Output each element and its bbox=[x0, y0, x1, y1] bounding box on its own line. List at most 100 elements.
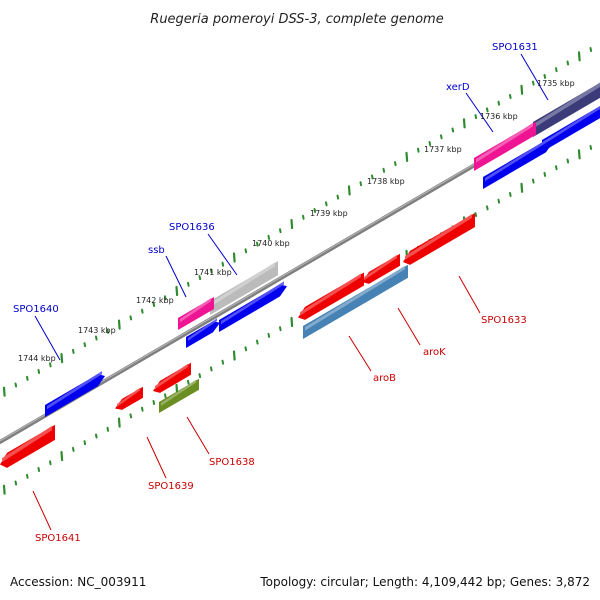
scale-label: 1736 kbp bbox=[480, 112, 518, 121]
scale-tick bbox=[117, 417, 121, 428]
scale-tick bbox=[428, 141, 432, 146]
scale-tick bbox=[210, 366, 213, 372]
scale-tick bbox=[577, 149, 581, 160]
scale-label: 1741 kbp bbox=[194, 268, 232, 277]
gene-spo1631-b[interactable] bbox=[483, 137, 553, 189]
gene-ssb[interactable] bbox=[178, 297, 214, 330]
label-leader-line bbox=[34, 315, 61, 361]
gene-label-spo1633[interactable]: SPO1633 bbox=[481, 315, 527, 326]
scale-tick bbox=[129, 413, 133, 419]
scale-tick bbox=[37, 369, 41, 374]
scale-tick bbox=[37, 467, 41, 472]
gene-spo1636-b[interactable] bbox=[219, 281, 287, 332]
scale-tick bbox=[509, 94, 512, 99]
scale-tick bbox=[474, 212, 478, 218]
gene-label-arok[interactable]: aroK bbox=[423, 347, 446, 358]
scale-tick bbox=[302, 214, 305, 220]
gene-xerd[interactable] bbox=[474, 121, 536, 171]
gene-arob[interactable] bbox=[298, 272, 364, 320]
gene-label-xerd[interactable]: xerD bbox=[446, 82, 470, 93]
gene-spo1641[interactable] bbox=[0, 424, 55, 468]
scale-tick bbox=[417, 147, 420, 153]
label-leader-line bbox=[397, 307, 421, 346]
scale-tick bbox=[14, 480, 18, 486]
scale-tick bbox=[267, 234, 271, 240]
scale-tick bbox=[486, 205, 489, 211]
scale-tick bbox=[359, 181, 363, 187]
scale-tick bbox=[49, 362, 52, 368]
scale-tick bbox=[520, 182, 524, 193]
scale-tick bbox=[164, 393, 167, 399]
scale-tick bbox=[72, 348, 75, 354]
scale-label: 1737 kbp bbox=[424, 145, 462, 154]
scale-tick bbox=[106, 426, 110, 432]
scale-labels: 1735 kbp 1736 kbp 1737 kbp 1738 kbp 1739… bbox=[18, 79, 575, 363]
scale-tick bbox=[589, 47, 593, 52]
gene-label-spo1640[interactable]: SPO1640 bbox=[13, 304, 59, 315]
scale-tick bbox=[152, 400, 156, 405]
scale-tick bbox=[129, 315, 133, 321]
scale-tick bbox=[279, 326, 282, 332]
scale-tick bbox=[141, 406, 144, 412]
scale-tick bbox=[497, 100, 501, 106]
scale-tick bbox=[14, 382, 18, 388]
gene-label-spo1638[interactable]: SPO1638 bbox=[209, 457, 255, 468]
scale-tick bbox=[2, 386, 6, 397]
label-leader-line bbox=[520, 53, 549, 101]
gene-spo1638[interactable] bbox=[153, 362, 191, 393]
gene-arok[interactable] bbox=[362, 253, 400, 284]
label-leader-line bbox=[146, 436, 167, 479]
scale-tick bbox=[232, 350, 236, 361]
scale-label: 1738 kbp bbox=[367, 177, 405, 186]
scale-tick bbox=[474, 114, 478, 120]
label-leader-line bbox=[348, 335, 372, 372]
gene-label-spo1631[interactable]: SPO1631 bbox=[492, 42, 538, 53]
scale-tick bbox=[26, 375, 29, 381]
gene-spo1636[interactable] bbox=[210, 261, 278, 315]
scale-tick bbox=[256, 241, 259, 247]
scale-tick bbox=[26, 473, 29, 479]
scale-tick bbox=[577, 51, 581, 62]
forward-gene-labels: SPO1631 xerD SPO1636 ssb SPO1640 bbox=[13, 42, 538, 315]
gene-spo1640[interactable] bbox=[45, 371, 105, 417]
scale-tick bbox=[509, 192, 512, 197]
scale-tick bbox=[520, 84, 524, 95]
scale-tick bbox=[187, 379, 190, 385]
scale-label: 1742 kbp bbox=[136, 296, 174, 305]
gene-label-spo1636[interactable]: SPO1636 bbox=[169, 222, 215, 233]
scale-tick bbox=[210, 268, 213, 274]
scale-label: 1739 kbp bbox=[310, 209, 348, 218]
gene-spo1633[interactable] bbox=[403, 213, 475, 265]
scale-tick bbox=[290, 316, 294, 328]
gene-spo1638-b[interactable] bbox=[159, 378, 199, 413]
scale-tick bbox=[117, 319, 121, 330]
scale-tick bbox=[325, 201, 328, 207]
gene-label-ssb[interactable]: ssb bbox=[148, 245, 165, 256]
gene-spo1631[interactable] bbox=[533, 75, 600, 137]
scale-tick bbox=[164, 295, 167, 301]
scale-tick bbox=[141, 308, 144, 314]
scale-tick bbox=[566, 60, 570, 66]
gene-label-spo1641[interactable]: SPO1641 bbox=[35, 533, 81, 544]
scale-tick bbox=[371, 174, 374, 180]
scale-tick bbox=[83, 440, 87, 446]
scale-tick bbox=[221, 359, 225, 365]
gene-ssb-b[interactable] bbox=[186, 318, 220, 348]
scale-tick bbox=[244, 248, 248, 254]
gene-xerd-leading[interactable] bbox=[542, 100, 600, 152]
gene-track bbox=[0, 75, 600, 468]
gene-label-arob[interactable]: aroB bbox=[373, 373, 396, 384]
scale-tick bbox=[95, 335, 98, 341]
gene-arob-b[interactable] bbox=[303, 264, 408, 339]
scale-tick bbox=[244, 346, 248, 352]
scale-tick bbox=[232, 252, 236, 263]
scale-tick bbox=[152, 302, 156, 307]
gene-label-spo1639[interactable]: SPO1639 bbox=[148, 481, 194, 492]
scale-tick bbox=[566, 158, 570, 164]
gene-spo1639[interactable] bbox=[115, 386, 143, 410]
map-title: Ruegeria pomeroyi DSS-3, complete genome bbox=[150, 12, 443, 27]
label-leader-lines bbox=[32, 53, 549, 531]
scale-label: 1740 kbp bbox=[252, 239, 290, 248]
scale-tick bbox=[451, 127, 455, 133]
